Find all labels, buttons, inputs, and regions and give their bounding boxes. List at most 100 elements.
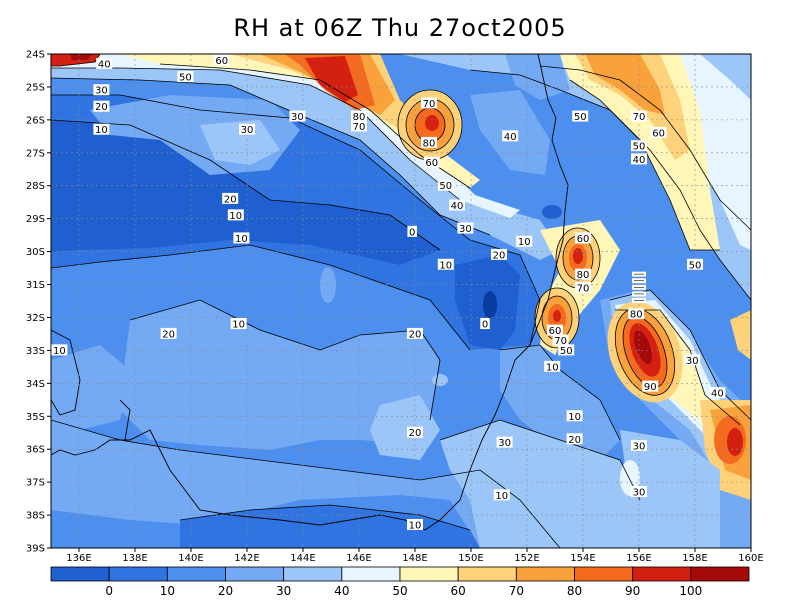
lon-tick-label: 154E bbox=[570, 553, 595, 564]
lon-tick-label: 150E bbox=[458, 553, 483, 564]
contour-label: 60 bbox=[549, 326, 562, 337]
contour-label: 10 bbox=[235, 234, 248, 245]
contour-label-bg bbox=[160, 327, 177, 339]
contour-label-bg bbox=[642, 380, 659, 392]
contour-label: 20 bbox=[162, 329, 175, 340]
lon-axis: 136E 138E 140E 142E 144E 146E 148E 150E 152E 154E… bbox=[66, 548, 764, 564]
contour-label-bg bbox=[631, 153, 647, 165]
lon-tick-label: 144E bbox=[290, 553, 315, 564]
contour-label: 70 bbox=[423, 99, 436, 110]
contour-label: 20 bbox=[409, 329, 422, 340]
lon-tick-label: 156E bbox=[626, 553, 651, 564]
contour-label-bg bbox=[480, 318, 490, 330]
contour-label-bg bbox=[566, 433, 583, 445]
lat-tick-label: 30S bbox=[26, 247, 45, 258]
contour-label-bg bbox=[437, 179, 454, 191]
colorbar-swatch bbox=[457, 566, 517, 582]
colorbar-swatch bbox=[108, 566, 168, 582]
contour-label-bg bbox=[631, 439, 647, 451]
contour-label-bg bbox=[96, 57, 113, 69]
contour-label: 20 bbox=[568, 435, 581, 446]
contour-label-bg bbox=[547, 324, 563, 336]
contour-label-bg bbox=[421, 97, 437, 109]
contour-label: 40 bbox=[98, 59, 111, 70]
contour-label-bg bbox=[423, 156, 440, 168]
contour-label: 10 bbox=[95, 125, 108, 136]
contour-label: 10 bbox=[229, 211, 242, 222]
grid-lines bbox=[51, 54, 751, 548]
contour-label: 10 bbox=[568, 412, 581, 423]
contour-label: 30 bbox=[633, 488, 646, 499]
colorbar-label: 70 bbox=[509, 584, 524, 598]
lat-tick-label: 36S bbox=[26, 445, 45, 456]
colorbar-label: 60 bbox=[451, 584, 466, 598]
lon-tick-label: 138E bbox=[122, 553, 147, 564]
contour-label: 50 bbox=[574, 112, 587, 123]
lat-tick-label: 39S bbox=[26, 544, 45, 555]
lon-tick-label: 160E bbox=[738, 553, 763, 564]
contour-label-bg bbox=[227, 209, 244, 221]
colorbar-swatch bbox=[399, 566, 459, 582]
contour-label: 80 bbox=[353, 112, 366, 123]
lat-axis: 24S 25S 26S 27S 28S 29S 30S 31S 32S 33S 34S 35S 36S 3… bbox=[26, 50, 51, 555]
contour-label: 20 bbox=[409, 428, 422, 439]
contour-label: 50 bbox=[560, 346, 573, 357]
colorbar-label: 80 bbox=[567, 584, 582, 598]
contour-label-bg bbox=[437, 258, 454, 270]
colorbar: 0 10 20 30 40 50 60 70 80 90 100 bbox=[50, 566, 750, 598]
contour-label: 30 bbox=[241, 125, 254, 136]
contour-label: 20 bbox=[224, 194, 237, 205]
colorbar-swatch bbox=[283, 566, 343, 582]
contour-label: 70 bbox=[577, 283, 590, 294]
lon-tick-label: 136E bbox=[66, 553, 91, 564]
plot-frame bbox=[50, 53, 752, 549]
contour-label-bg bbox=[421, 136, 437, 148]
lat-tick-label: 38S bbox=[26, 511, 45, 522]
contour-label: 50 bbox=[439, 181, 452, 192]
contour-label-bg bbox=[496, 436, 513, 448]
lat-tick-label: 29S bbox=[26, 214, 45, 225]
contour-label-bg bbox=[239, 123, 255, 135]
contour-label-bg bbox=[230, 318, 247, 330]
contour-label-bg bbox=[684, 354, 701, 366]
contour-label: 10 bbox=[495, 491, 508, 502]
colorbar-label: 30 bbox=[276, 584, 291, 598]
contour-label-bg bbox=[631, 486, 647, 498]
lat-tick-label: 24S bbox=[26, 50, 45, 61]
contour-label: 90 bbox=[644, 382, 657, 393]
contour-label: 10 bbox=[232, 320, 245, 331]
contour-label-bg bbox=[351, 110, 367, 122]
lat-tick-label: 34S bbox=[26, 379, 45, 390]
contour-label: 60 bbox=[425, 158, 438, 169]
contour-label-bg bbox=[566, 410, 583, 422]
contour-label: 70 bbox=[633, 112, 646, 123]
contour-label-bg bbox=[407, 225, 417, 237]
contour-label: 70 bbox=[554, 336, 567, 347]
contour-label-bg bbox=[544, 360, 561, 372]
lat-tick-label: 35S bbox=[26, 412, 45, 423]
colorbar-label: 90 bbox=[625, 584, 640, 598]
contour-label: 10 bbox=[409, 520, 422, 531]
contour-label-bg bbox=[93, 100, 110, 112]
lat-tick-label: 27S bbox=[26, 148, 45, 159]
colorbar-label: 100 bbox=[679, 584, 702, 598]
contour-label-bg bbox=[502, 130, 519, 142]
contour-label: 10 bbox=[518, 237, 531, 248]
contour-label-bg bbox=[457, 222, 474, 234]
colorbar-label: 20 bbox=[218, 584, 233, 598]
coastline bbox=[51, 54, 569, 531]
colorbar-swatch bbox=[574, 566, 634, 582]
lon-tick-label: 146E bbox=[346, 553, 371, 564]
contour-label: 30 bbox=[95, 86, 108, 97]
lat-tick-label: 32S bbox=[26, 313, 45, 324]
contour-label-bg bbox=[491, 248, 507, 260]
contour-label-bg bbox=[213, 54, 230, 66]
contour-label-bg bbox=[51, 344, 68, 356]
lat-tick-label: 33S bbox=[26, 346, 45, 357]
lon-tick-label: 158E bbox=[682, 553, 707, 564]
contour-label-bg bbox=[493, 489, 510, 501]
colorbar-label: 40 bbox=[334, 584, 349, 598]
contour-label-bg bbox=[516, 235, 533, 247]
